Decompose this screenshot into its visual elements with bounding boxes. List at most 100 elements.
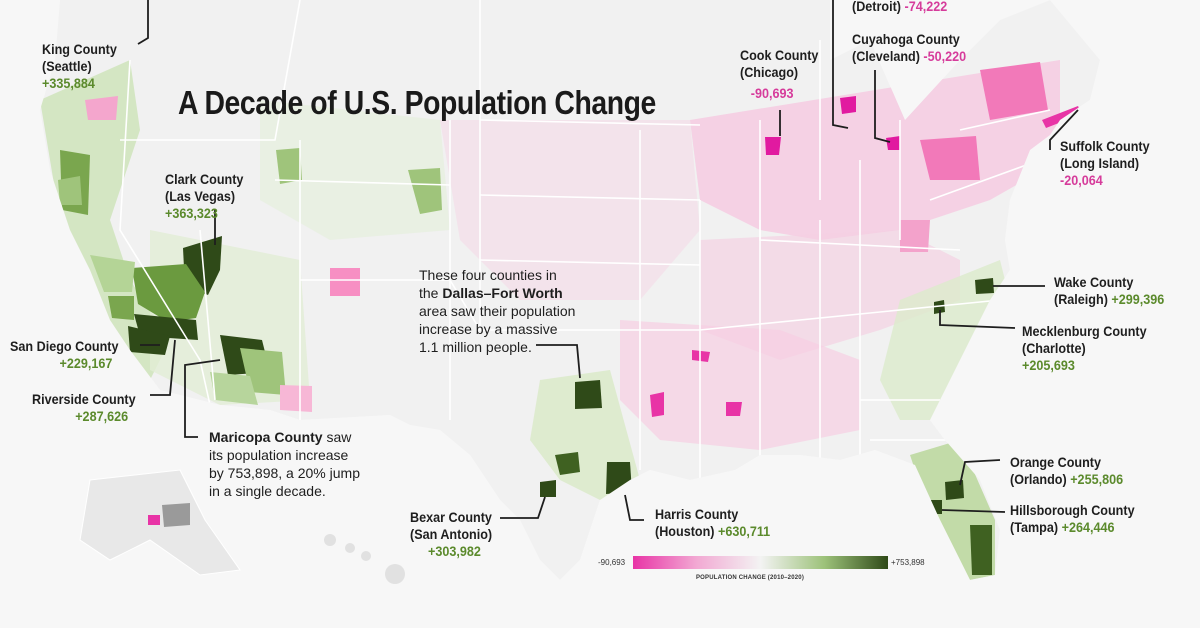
county-value: +335,884 <box>42 75 95 91</box>
county-name: San Diego County <box>10 338 119 354</box>
county-city: (Long Island) <box>1060 155 1140 171</box>
label-detroit: (Detroit) -74,222 <box>852 0 947 15</box>
county-value: +205,693 <box>1022 357 1075 373</box>
state-border <box>449 120 700 331</box>
county-city: (San Antonio) <box>410 526 493 542</box>
leader-suffolk <box>1049 109 1079 150</box>
county-name: Mecklenburg County <box>1022 323 1147 339</box>
label-king-county: King County (Seattle) +335,884 <box>42 41 117 92</box>
state-border <box>699 299 1001 331</box>
county-city: (Chicago) <box>740 64 799 80</box>
hawaii-island <box>385 564 405 584</box>
label-suffolk-county: Suffolk County (Long Island) -20,064 <box>1060 138 1150 189</box>
label-san-diego-county: San Diego County +229,167 <box>10 338 119 372</box>
region-shading <box>40 60 1060 580</box>
county-city: (Raleigh) <box>1054 291 1108 307</box>
label-riverside-county: Riverside County +287,626 <box>32 391 136 425</box>
leader-maricopa <box>184 359 221 438</box>
san-diego-county <box>128 326 170 355</box>
austin-area <box>540 480 556 497</box>
county-name: Harris County <box>655 506 739 522</box>
state-border <box>479 259 701 266</box>
deep-south-decline-region <box>620 320 860 450</box>
label-bexar-county: Bexar County (San Antonio) +303,982 <box>410 509 492 560</box>
county-name: Cuyahoga County <box>852 31 960 47</box>
hawaii <box>324 534 405 584</box>
county-city: (Seattle) <box>42 58 92 74</box>
pima-county <box>210 372 258 405</box>
maricopa-annotation: Maricopa County saw its population incre… <box>209 428 360 500</box>
leader-king <box>137 0 149 45</box>
legend-caption: POPULATION CHANGE (2010–2020) <box>695 575 805 581</box>
county-value: -20,064 <box>1060 172 1103 188</box>
label-orange-county: Orange County (Orlando) +255,806 <box>1010 454 1123 488</box>
leader-dfw <box>536 344 581 379</box>
orange-county-fl <box>945 480 964 500</box>
dallas-fort-worth-counties <box>575 380 602 409</box>
pennsylvania-decline <box>920 136 980 180</box>
county-value: -90,693 <box>750 85 794 101</box>
suffolk-county <box>1042 106 1082 128</box>
hawaii-island <box>361 551 371 561</box>
county-name: Hillsborough County <box>1010 502 1135 518</box>
county-name: Riverside County <box>32 391 136 407</box>
state-border <box>199 229 216 401</box>
los-angeles-county <box>108 296 134 320</box>
note-line: its population increase <box>209 447 349 463</box>
leader-detroit <box>832 0 849 129</box>
jackson-decline <box>726 402 742 416</box>
county-name: Bexar County <box>410 509 492 525</box>
note-line: 1.1 million people. <box>419 339 532 355</box>
label-mecklenburg-county: Mecklenburg County (Charlotte) +205,693 <box>1022 323 1147 374</box>
leader-bexar <box>500 496 546 519</box>
county-value: +229,167 <box>59 355 113 371</box>
harris-county <box>606 462 632 494</box>
county-name: Suffolk County <box>1060 138 1150 154</box>
hawaii-island <box>345 543 355 553</box>
northern-arizona-county <box>280 385 312 412</box>
hawaii-island <box>324 534 336 546</box>
detroit-area <box>840 96 856 114</box>
leader-harris <box>624 494 644 521</box>
label-clark-county: Clark County (Las Vegas) +363,323 <box>165 171 243 222</box>
king-county <box>85 96 118 120</box>
western-kansas-decline <box>330 268 360 296</box>
county-city: (Las Vegas) <box>165 188 236 204</box>
county-value: +630,711 <box>717 523 771 539</box>
county-value: +303,982 <box>428 543 481 559</box>
county-name: Clark County <box>165 171 244 187</box>
state-border <box>120 0 301 141</box>
west-virginia-decline <box>900 220 930 252</box>
mountain-west-growth-region <box>260 100 450 240</box>
legend-max-label: +753,898 <box>891 558 925 567</box>
state-border <box>959 109 1051 131</box>
ohio-valley-decline-region <box>700 230 960 360</box>
central-california <box>90 255 135 292</box>
county-city: (Houston) <box>655 523 715 539</box>
county-name: (Detroit) <box>852 0 901 14</box>
county-value: -50,220 <box>923 48 967 64</box>
note-line: the <box>419 285 443 301</box>
note-emphasis: Maricopa County <box>209 429 323 445</box>
leader-mecklenburg <box>939 310 1016 329</box>
contiguous-us <box>40 0 1100 580</box>
legend-gradient-bar <box>633 556 888 569</box>
note-line: saw <box>322 429 352 445</box>
mecklenburg-county <box>934 300 945 314</box>
leader-lines <box>137 0 1079 521</box>
note-line: in a single decade. <box>209 483 326 499</box>
bexar-county <box>555 452 580 475</box>
leader-riverside <box>150 339 176 396</box>
state-border <box>119 59 211 406</box>
alaska-decline-county <box>148 515 160 525</box>
county-value: +264,446 <box>1061 519 1115 535</box>
county-city: (Tampa) <box>1010 519 1059 535</box>
county-blobs <box>58 62 1082 575</box>
county-value: +363,323 <box>165 205 218 221</box>
louisiana-decline <box>650 392 664 417</box>
dfw-annotation: These four counties in the Dallas–Fort W… <box>419 266 575 356</box>
county-value: +255,806 <box>1070 471 1124 487</box>
memphis-area <box>692 350 710 362</box>
